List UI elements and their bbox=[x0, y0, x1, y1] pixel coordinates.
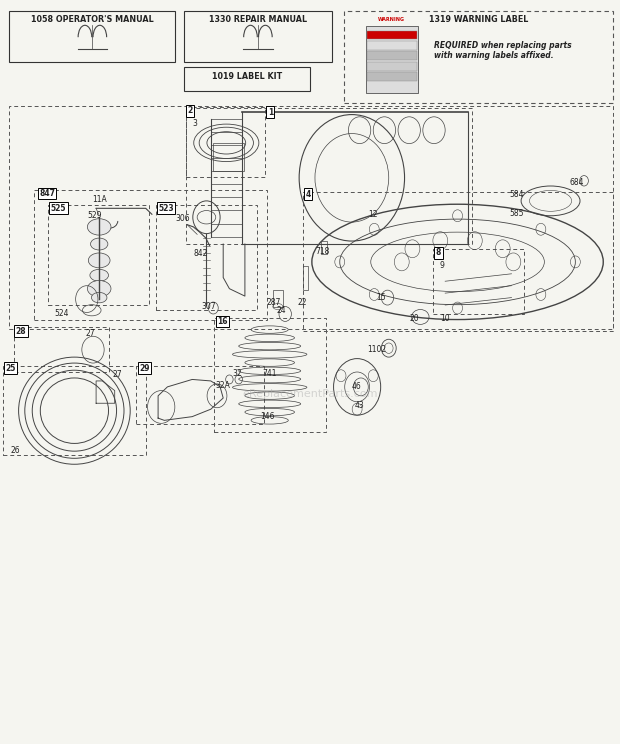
Text: 10: 10 bbox=[440, 314, 450, 323]
Text: 524: 524 bbox=[55, 310, 69, 318]
Text: 847: 847 bbox=[39, 189, 55, 198]
Bar bbox=[156, 205, 257, 310]
Ellipse shape bbox=[87, 219, 111, 235]
Text: 16: 16 bbox=[217, 317, 228, 326]
Text: eReplacementParts.com: eReplacementParts.com bbox=[242, 389, 378, 400]
Bar bbox=[273, 290, 283, 307]
Bar bbox=[366, 26, 418, 93]
Text: 1102: 1102 bbox=[368, 345, 386, 354]
Text: 27: 27 bbox=[85, 329, 95, 338]
Ellipse shape bbox=[90, 269, 108, 281]
Text: 741: 741 bbox=[262, 369, 277, 378]
Bar bbox=[367, 51, 417, 60]
Bar bbox=[186, 107, 265, 177]
Text: 15: 15 bbox=[376, 293, 386, 302]
Ellipse shape bbox=[91, 238, 108, 250]
Text: 20: 20 bbox=[409, 314, 419, 323]
Ellipse shape bbox=[88, 253, 110, 268]
Bar bbox=[9, 11, 175, 62]
Bar bbox=[34, 190, 267, 320]
Ellipse shape bbox=[92, 292, 107, 303]
Text: 529: 529 bbox=[87, 211, 102, 219]
Text: 32A: 32A bbox=[216, 381, 231, 390]
Text: 842: 842 bbox=[193, 249, 208, 258]
Bar bbox=[3, 366, 146, 455]
Text: 26: 26 bbox=[10, 446, 20, 455]
Bar bbox=[186, 108, 472, 244]
Bar bbox=[367, 31, 417, 39]
Text: 22: 22 bbox=[298, 298, 308, 307]
Text: 27: 27 bbox=[113, 371, 123, 379]
Bar bbox=[48, 205, 149, 305]
Text: 307: 307 bbox=[202, 302, 216, 311]
Bar bbox=[213, 143, 244, 171]
Bar bbox=[184, 67, 310, 91]
Text: 306: 306 bbox=[175, 214, 190, 223]
Bar bbox=[14, 327, 108, 372]
Text: 28: 28 bbox=[16, 327, 26, 336]
Bar bbox=[367, 72, 417, 81]
Text: 8: 8 bbox=[436, 248, 441, 257]
Text: 1: 1 bbox=[268, 108, 273, 117]
Bar bbox=[136, 366, 264, 424]
Text: 684: 684 bbox=[569, 178, 584, 187]
Text: 11A: 11A bbox=[92, 195, 107, 204]
Bar bbox=[344, 11, 613, 103]
Text: 9: 9 bbox=[439, 261, 444, 270]
Bar bbox=[303, 266, 308, 290]
Text: 584: 584 bbox=[509, 190, 524, 199]
Bar bbox=[9, 106, 613, 329]
Bar bbox=[214, 318, 326, 432]
Text: 2: 2 bbox=[187, 106, 192, 115]
Bar bbox=[303, 192, 613, 331]
Bar bbox=[184, 11, 332, 62]
Text: 32: 32 bbox=[232, 369, 242, 378]
Text: 1319 WARNING LABEL: 1319 WARNING LABEL bbox=[429, 15, 528, 24]
Text: 1058 OPERATOR'S MANUAL: 1058 OPERATOR'S MANUAL bbox=[31, 15, 154, 24]
Text: 718: 718 bbox=[315, 247, 330, 256]
Text: 29: 29 bbox=[139, 364, 149, 373]
Text: 146: 146 bbox=[260, 412, 275, 421]
Text: WARNING: WARNING bbox=[378, 17, 405, 22]
Text: 3: 3 bbox=[192, 119, 197, 128]
Text: 525: 525 bbox=[51, 204, 66, 213]
Text: 12: 12 bbox=[368, 210, 378, 219]
Text: 585: 585 bbox=[509, 209, 524, 218]
Text: 25: 25 bbox=[6, 364, 16, 373]
Text: 1330 REPAIR MANUAL: 1330 REPAIR MANUAL bbox=[209, 15, 307, 24]
Text: 24: 24 bbox=[276, 307, 286, 315]
Bar bbox=[433, 249, 524, 314]
Text: 43: 43 bbox=[355, 401, 365, 410]
Text: 46: 46 bbox=[352, 382, 361, 391]
Text: REQUIRED when replacing parts
with warning labels affixed.: REQUIRED when replacing parts with warni… bbox=[434, 41, 572, 60]
Text: 1019 LABEL KIT: 1019 LABEL KIT bbox=[212, 72, 283, 81]
Text: 287: 287 bbox=[267, 298, 281, 307]
Bar bbox=[321, 241, 327, 254]
Text: 523: 523 bbox=[158, 204, 174, 213]
Bar bbox=[367, 41, 417, 50]
Bar bbox=[367, 62, 417, 71]
Text: 4: 4 bbox=[306, 190, 311, 199]
Ellipse shape bbox=[87, 280, 111, 297]
